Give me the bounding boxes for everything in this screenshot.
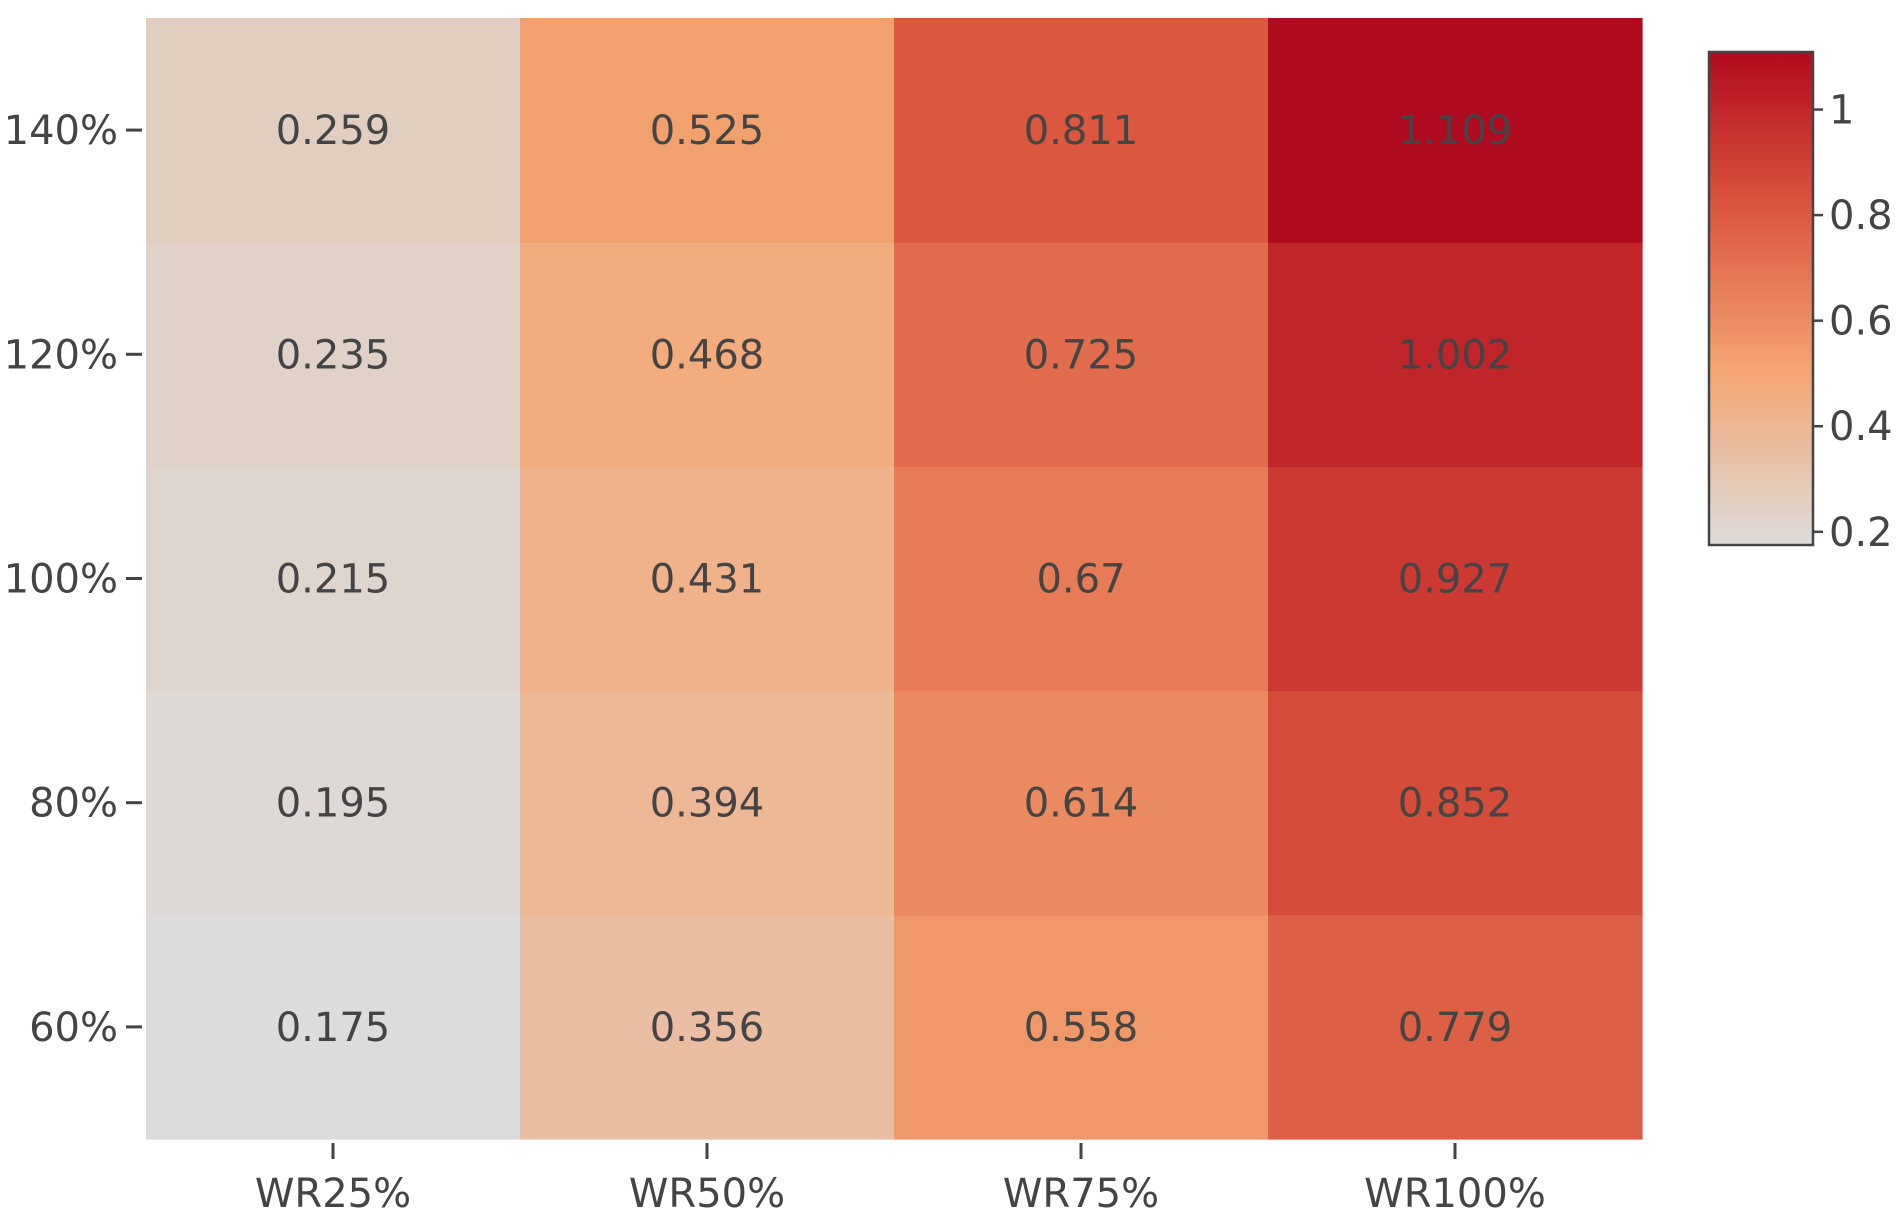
- heatmap-cell-120%-WR75%: [894, 242, 1269, 467]
- x-tick-label: WR75%: [1003, 1171, 1159, 1217]
- y-tick-label: 120%: [4, 332, 118, 378]
- cell-value-label: 0.927: [1398, 557, 1513, 603]
- heatmap-cell-80%-WR25%: [146, 690, 521, 916]
- colorbar-tick-label: 1: [1829, 88, 1854, 134]
- heatmap-cell-labels: 0.175 0.356 0.558 0.779 0.195 0.394 0.614 0.852…: [276, 108, 1513, 1051]
- cell-value-label: 0.394: [650, 781, 765, 827]
- cell-value-label: 0.558: [1024, 1005, 1139, 1051]
- cell-value-label: 0.431: [650, 557, 765, 603]
- cell-value-label: 0.195: [276, 781, 391, 827]
- heatmap-cell-80%-WR50%: [520, 690, 895, 916]
- heatmap-cell-60%-WR75%: [894, 914, 1269, 1140]
- heatmap-cell-140%-WR75%: [894, 18, 1269, 243]
- y-tick-label: 80%: [29, 781, 118, 827]
- cell-value-label: 0.468: [650, 332, 765, 378]
- heatmap-cell-60%-WR25%: [146, 914, 521, 1140]
- heatmap-cell-100%-WR50%: [520, 466, 895, 692]
- x-tick-label: WR50%: [629, 1171, 785, 1217]
- cell-value-label: 0.779: [1398, 1005, 1513, 1051]
- cell-value-label: 0.525: [650, 108, 765, 154]
- heatmap-cells: [146, 18, 1643, 1140]
- heatmap-cell-140%-WR25%: [146, 18, 521, 243]
- x-tick-label: WR25%: [255, 1171, 411, 1217]
- colorbar: 0.2 0.4 0.6 0.8 1: [1707, 50, 1893, 556]
- heatmap-cell-120%-WR100%: [1268, 242, 1643, 467]
- cell-value-label: 0.356: [650, 1005, 765, 1051]
- heatmap-cell-80%-WR75%: [894, 690, 1269, 916]
- heatmap-cell-60%-WR100%: [1268, 914, 1643, 1140]
- heatmap-cell-140%-WR50%: [520, 18, 895, 243]
- cell-value-label: 0.259: [276, 108, 391, 154]
- colorbar-tick-label: 0.6: [1829, 299, 1893, 345]
- cell-value-label: 0.725: [1024, 332, 1139, 378]
- cell-value-label: 0.811: [1024, 108, 1139, 154]
- cell-value-label: 0.67: [1036, 557, 1125, 603]
- cell-value-label: 1.002: [1398, 332, 1513, 378]
- colorbar-tick-label: 0.4: [1829, 404, 1893, 450]
- heatmap-cell-60%-WR50%: [520, 914, 895, 1140]
- heatmap-cell-80%-WR100%: [1268, 690, 1643, 916]
- heatmap-cell-100%-WR75%: [894, 466, 1269, 692]
- y-tick-label: 140%: [4, 108, 118, 154]
- y-tick-label: 60%: [29, 1005, 118, 1051]
- x-axis: WR25% WR50% WR75% WR100%: [255, 1143, 1546, 1217]
- heatmap-cell-120%-WR25%: [146, 242, 521, 467]
- cell-value-label: 0.852: [1398, 781, 1513, 827]
- heatmap-cell-100%-WR100%: [1268, 466, 1643, 692]
- colorbar-tick-label: 0.8: [1829, 193, 1893, 239]
- y-axis: 60% 80% 100% 120% 140%: [4, 108, 142, 1051]
- colorbar-gradient: [1707, 50, 1815, 547]
- colorbar-tick-label: 0.2: [1829, 510, 1893, 556]
- heatmap-cell-100%-WR25%: [146, 466, 521, 692]
- x-tick-label: WR100%: [1364, 1171, 1546, 1217]
- cell-value-label: 0.175: [276, 1005, 391, 1051]
- cell-value-label: 0.215: [276, 557, 391, 603]
- heatmap-cell-120%-WR50%: [520, 242, 895, 467]
- cell-value-label: 0.235: [276, 332, 391, 378]
- cell-value-label: 1.109: [1398, 108, 1513, 154]
- y-tick-label: 100%: [4, 557, 118, 603]
- cell-value-label: 0.614: [1024, 781, 1139, 827]
- heatmap-cell-140%-WR100%: [1268, 18, 1643, 243]
